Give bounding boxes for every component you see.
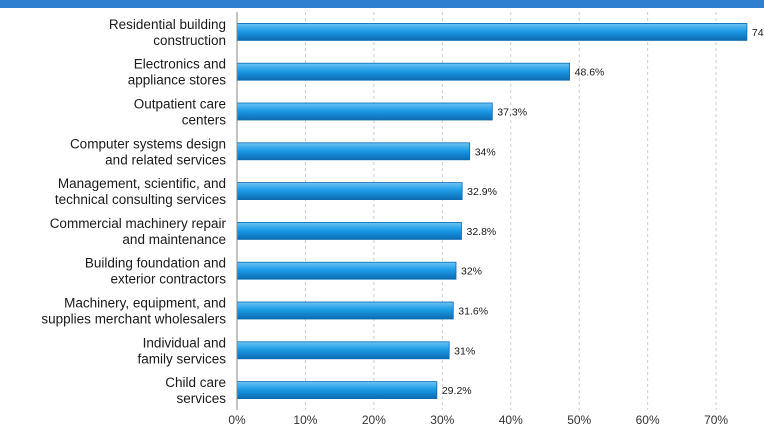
top-banner xyxy=(0,0,764,8)
category-label-line: exterior contractors xyxy=(110,272,226,287)
x-tick-label: 50% xyxy=(567,413,591,427)
bar xyxy=(236,22,748,41)
bar xyxy=(236,221,462,240)
category-label-line: centers xyxy=(182,113,227,128)
category-label: Residential building construction xyxy=(109,17,226,48)
value-labels: 74. 48.6% 37.3% 34% 32.9% 32.8% 32% 31.6% 31% 29.… xyxy=(442,27,764,397)
value-label: 31% xyxy=(454,345,475,357)
category-label-line: services xyxy=(176,391,226,406)
category-label-line: Commercial machinery repair xyxy=(50,216,227,231)
bar xyxy=(236,62,571,81)
value-label: 31.6% xyxy=(458,306,488,318)
bar xyxy=(236,301,454,320)
category-label-line: and maintenance xyxy=(122,232,226,247)
category-label-line: and related services xyxy=(105,152,226,167)
value-label: 32% xyxy=(461,266,482,278)
category-label-line: Electronics and xyxy=(134,57,226,72)
value-label: 32.8% xyxy=(466,226,496,238)
category-label-line: Individual and xyxy=(143,335,226,350)
category-label-line: Building foundation and xyxy=(85,256,226,271)
bar xyxy=(236,341,450,360)
category-label-line: technical consulting services xyxy=(55,192,226,207)
category-label: Management, scientific, and technical con… xyxy=(55,176,226,207)
category-label-line: Management, scientific, and xyxy=(58,176,226,191)
value-label: 74. xyxy=(752,27,764,39)
category-label: Commercial machinery repair and maintenan… xyxy=(50,216,227,247)
bar xyxy=(236,261,457,280)
bars xyxy=(236,22,748,400)
value-label: 32.9% xyxy=(467,186,497,198)
x-tick-label: 0% xyxy=(228,413,246,427)
value-label: 34% xyxy=(475,146,496,158)
x-tick-label: 20% xyxy=(362,413,386,427)
x-tick-label: 10% xyxy=(293,413,317,427)
bar xyxy=(236,142,471,161)
category-label-line: family services xyxy=(137,351,226,366)
bar xyxy=(236,381,438,400)
category-label: Individual and family services xyxy=(137,335,226,366)
value-label: 37.3% xyxy=(497,107,527,119)
category-labels: Residential building construction Electron… xyxy=(41,17,226,406)
x-tick-label: 30% xyxy=(430,413,454,427)
x-axis-ticks: 0% 10% 20% 30% 40% 50% 60% 70% xyxy=(228,413,728,427)
category-label: Machinery, equipment, and supplies mercha… xyxy=(41,296,226,327)
category-label-line: Computer systems design xyxy=(70,136,226,151)
category-label: Outpatient care centers xyxy=(134,97,227,128)
category-label: Building foundation and exterior contract… xyxy=(85,256,226,287)
category-label-line: Outpatient care xyxy=(134,97,226,112)
value-label: 29.2% xyxy=(442,385,472,397)
category-label-line: Machinery, equipment, and xyxy=(64,296,226,311)
x-tick-label: 70% xyxy=(704,413,728,427)
category-label-line: supplies merchant wholesalers xyxy=(41,312,226,327)
category-label: Electronics and appliance stores xyxy=(128,57,227,88)
x-tick-label: 60% xyxy=(636,413,660,427)
bar xyxy=(236,102,493,121)
bar xyxy=(236,182,463,201)
x-tick-label: 40% xyxy=(499,413,523,427)
category-label-line: Residential building xyxy=(109,17,226,32)
category-label-line: construction xyxy=(153,33,226,48)
value-label: 48.6% xyxy=(575,67,605,79)
category-label-line: appliance stores xyxy=(128,73,227,88)
category-label: Computer systems design and related servi… xyxy=(70,136,226,167)
category-label-line: Child care xyxy=(165,375,226,390)
category-label: Child care services xyxy=(165,375,226,406)
